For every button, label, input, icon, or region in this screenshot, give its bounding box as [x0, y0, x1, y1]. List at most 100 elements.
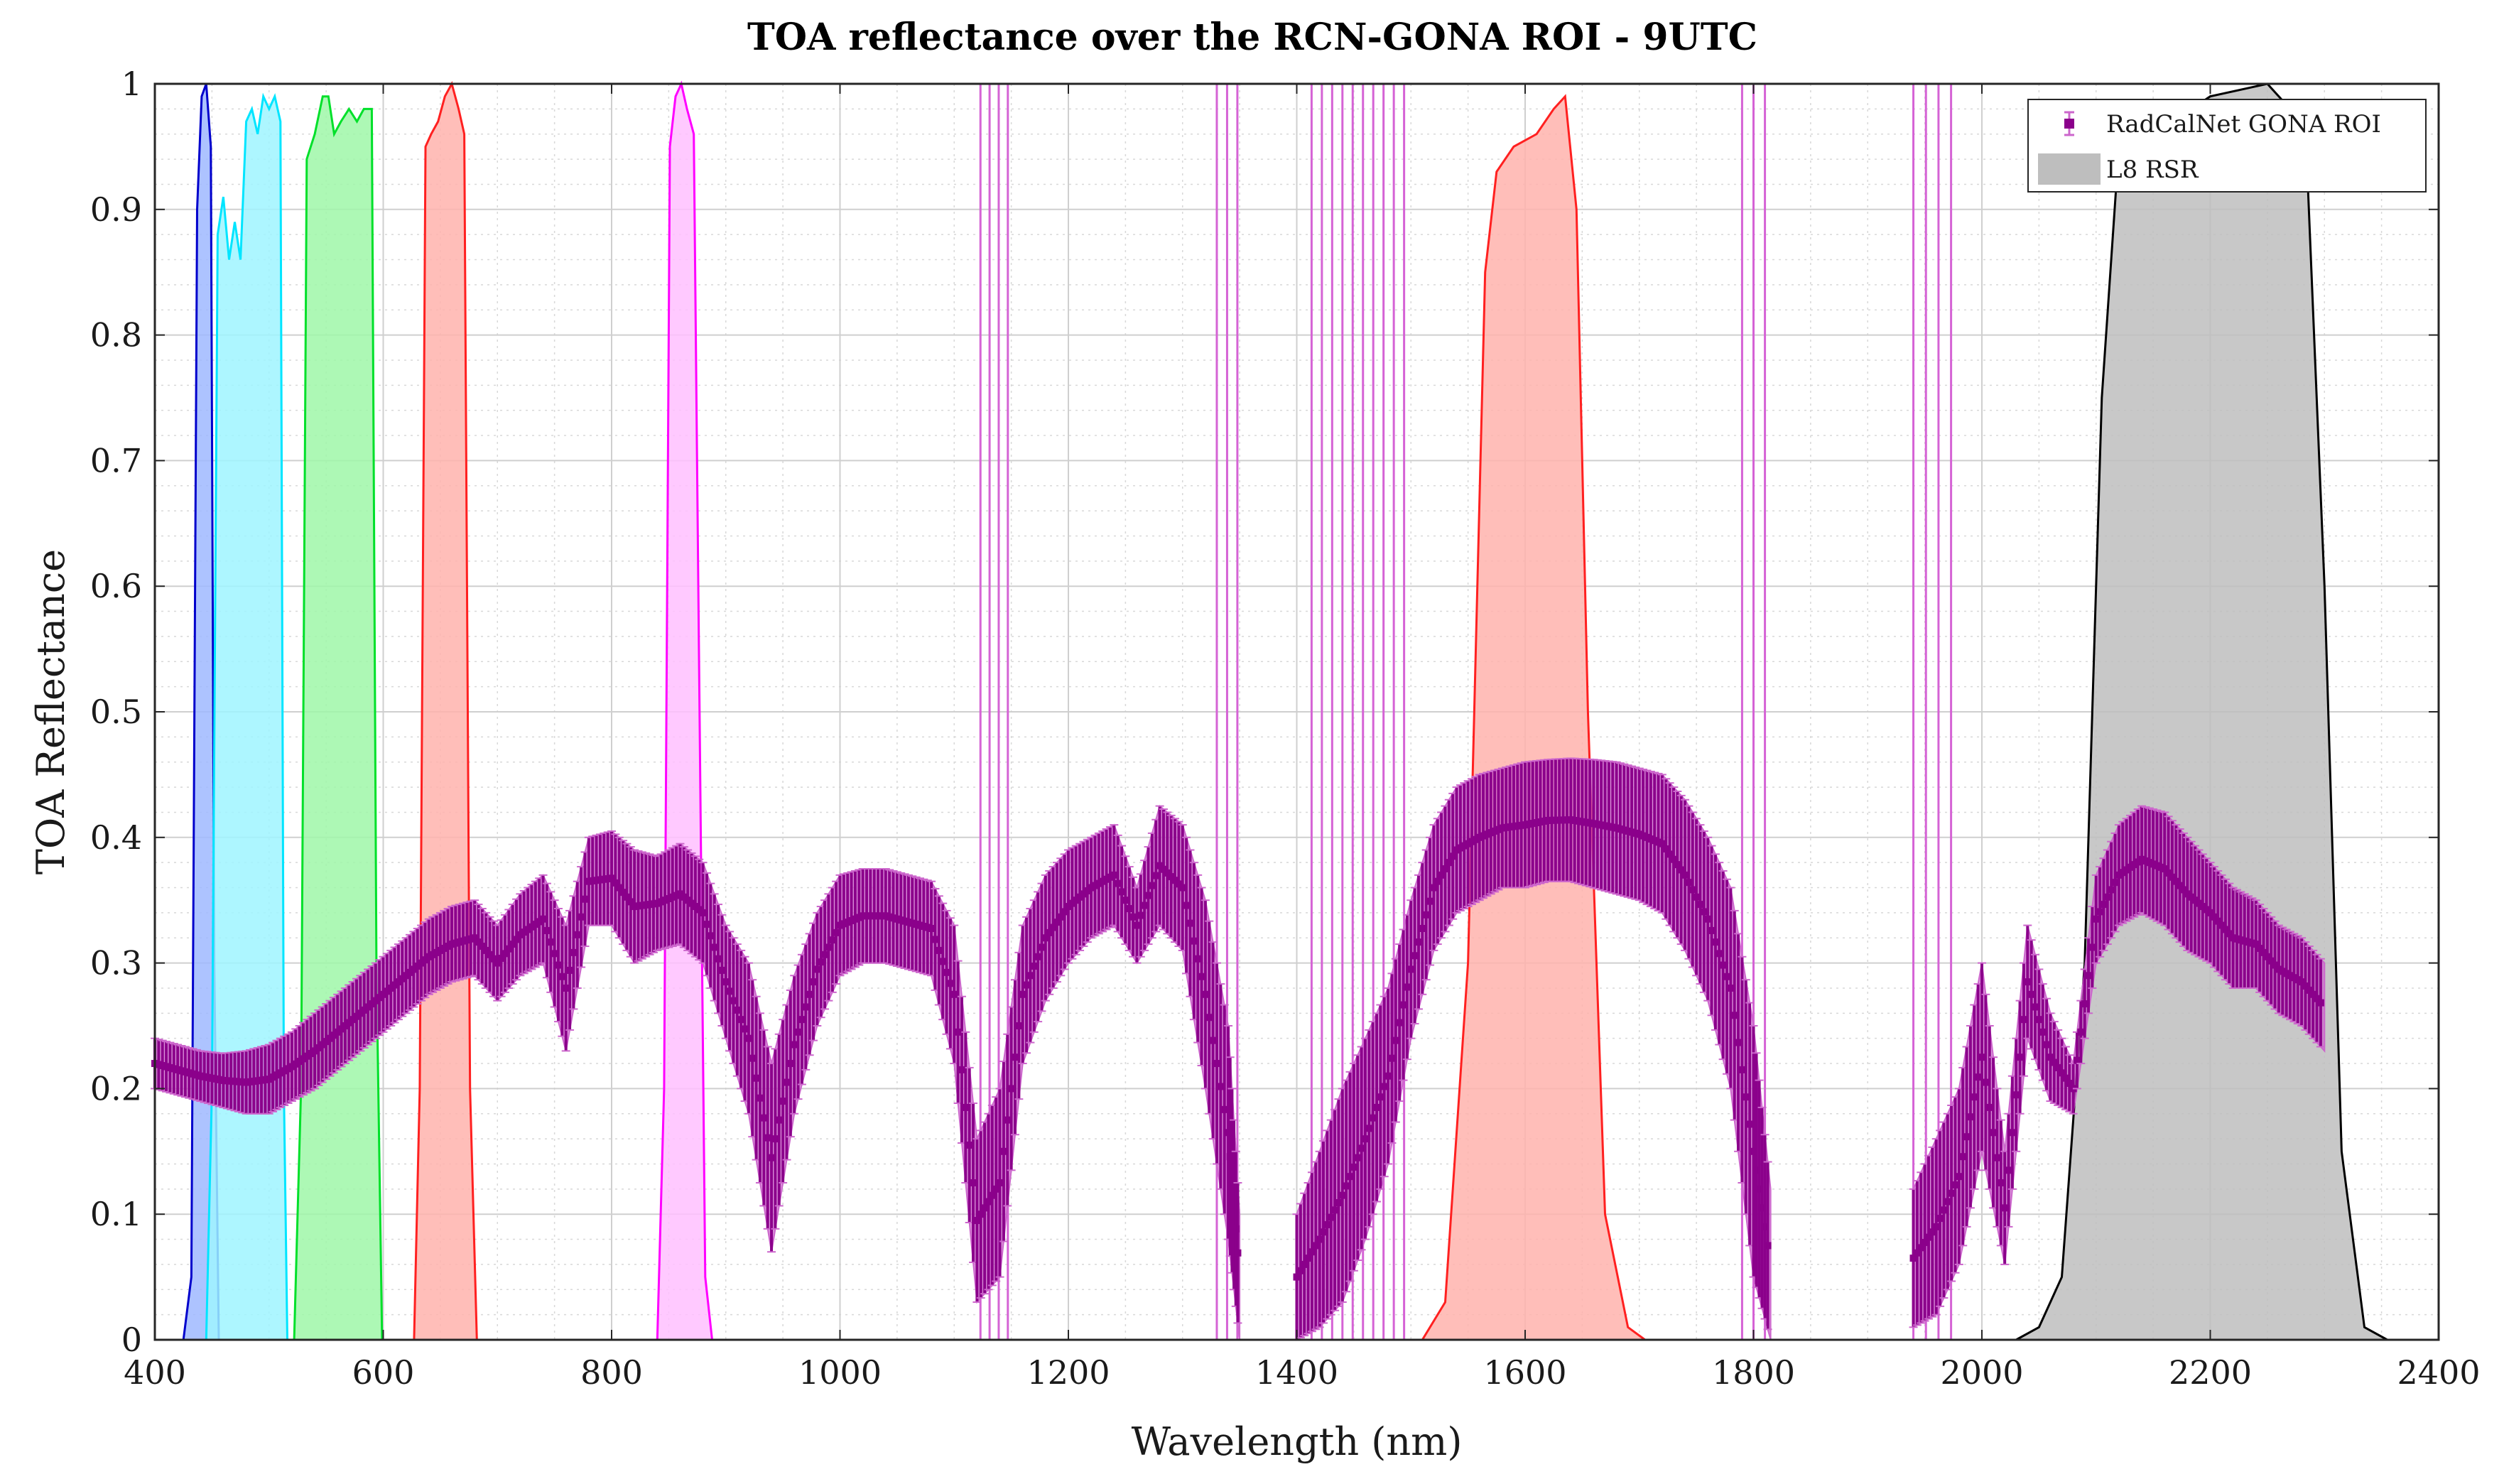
- data-marker: [1320, 1228, 1328, 1236]
- data-marker: [1575, 817, 1583, 825]
- data-marker: [1727, 984, 1735, 992]
- data-marker: [1327, 1213, 1335, 1221]
- data-marker: [730, 997, 737, 1004]
- data-marker: [2050, 1058, 2058, 1066]
- data-marker: [1118, 888, 1126, 896]
- data-marker: [912, 921, 920, 928]
- data-marker: [1571, 816, 1578, 824]
- data-marker: [357, 1009, 364, 1017]
- data-marker: [2282, 970, 2290, 977]
- data-marker: [1696, 901, 1704, 909]
- data-marker: [786, 1060, 794, 1068]
- data-marker: [649, 900, 657, 908]
- data-marker: [1419, 924, 1426, 932]
- data-marker: [208, 1074, 216, 1082]
- data-marker: [1205, 1014, 1213, 1022]
- data-marker: [1643, 833, 1651, 841]
- data-marker: [1517, 821, 1525, 829]
- data-marker: [315, 1044, 323, 1051]
- data-marker: [372, 997, 379, 1004]
- data-marker: [402, 972, 410, 980]
- data-marker: [349, 1016, 357, 1024]
- data-marker: [2252, 941, 2260, 948]
- data-marker: [1639, 832, 1647, 840]
- data-marker: [1234, 1249, 1242, 1257]
- data-marker: [452, 939, 460, 947]
- data-marker: [1940, 1206, 1948, 1214]
- data-marker: [1948, 1189, 1956, 1197]
- x-tick-label: 1600: [1483, 1353, 1566, 1392]
- data-marker: [2161, 865, 2169, 872]
- data-marker: [2134, 858, 2142, 866]
- data-marker: [216, 1076, 224, 1083]
- data-marker: [1647, 835, 1654, 843]
- data-marker: [1102, 875, 1110, 883]
- y-tick-label: 0.4: [90, 818, 142, 857]
- data-marker: [673, 892, 681, 899]
- rsr-band-line: [656, 80, 713, 1341]
- data-marker: [1578, 818, 1586, 825]
- data-marker: [2195, 899, 2203, 907]
- data-marker: [882, 912, 889, 920]
- data-marker: [1007, 1085, 1015, 1093]
- data-marker: [1438, 871, 1446, 879]
- data-marker: [596, 876, 604, 884]
- data-marker: [1301, 1260, 1308, 1268]
- rsr-band-fill: [1422, 96, 1645, 1341]
- data-marker: [1700, 908, 1708, 916]
- data-marker: [299, 1055, 307, 1063]
- data-marker: [867, 912, 874, 920]
- data-marker: [1392, 1036, 1399, 1044]
- data-marker: [695, 906, 703, 914]
- data-marker: [2119, 869, 2127, 877]
- data-marker: [1228, 1177, 1236, 1185]
- data-marker: [1666, 850, 1674, 858]
- data-marker: [536, 918, 543, 926]
- data-marker: [668, 893, 676, 901]
- data-marker: [806, 990, 813, 998]
- data-marker: [1658, 840, 1666, 847]
- data-marker: [764, 1134, 771, 1142]
- data-marker: [1399, 1001, 1407, 1009]
- data-marker: [1563, 816, 1571, 824]
- data-marker: [1335, 1198, 1343, 1206]
- data-marker: [1716, 950, 1723, 958]
- data-marker: [231, 1078, 239, 1085]
- data-marker: [2313, 995, 2321, 1002]
- rsr-band-fill: [413, 84, 477, 1340]
- data-marker: [1522, 821, 1529, 829]
- data-marker: [547, 938, 555, 946]
- rsr-band-fill: [2016, 84, 2388, 1340]
- data-marker: [1384, 1072, 1392, 1080]
- data-marker: [999, 1147, 1007, 1155]
- data-marker: [1932, 1223, 1940, 1230]
- data-marker: [791, 1041, 798, 1049]
- data-marker: [1041, 934, 1049, 942]
- data-marker: [1480, 832, 1487, 840]
- data-marker: [1761, 1223, 1769, 1230]
- data-marker: [219, 1076, 227, 1084]
- data-marker: [1129, 913, 1137, 921]
- data-marker: [189, 1070, 197, 1078]
- data-marker: [970, 1179, 977, 1186]
- data-marker: [1226, 1153, 1234, 1161]
- data-marker: [1704, 915, 1712, 923]
- data-marker: [1460, 842, 1468, 850]
- data-marker: [1951, 1181, 1959, 1188]
- data-marker: [886, 913, 894, 921]
- data-marker: [631, 903, 639, 911]
- legend-marker-radcalnet: [2064, 111, 2074, 136]
- data-marker: [520, 928, 528, 936]
- x-tick-label: 400: [124, 1353, 186, 1392]
- data-marker: [2085, 972, 2093, 980]
- data-marker: [958, 1066, 965, 1073]
- data-marker: [2294, 976, 2302, 984]
- data-marker: [1004, 1116, 1012, 1124]
- data-marker: [2164, 869, 2172, 877]
- data-marker: [1963, 1133, 1971, 1141]
- data-marker: [1433, 877, 1441, 885]
- data-marker: [406, 968, 414, 976]
- data-marker: [501, 950, 509, 958]
- data-marker: [752, 1074, 760, 1082]
- data-marker: [323, 1038, 330, 1046]
